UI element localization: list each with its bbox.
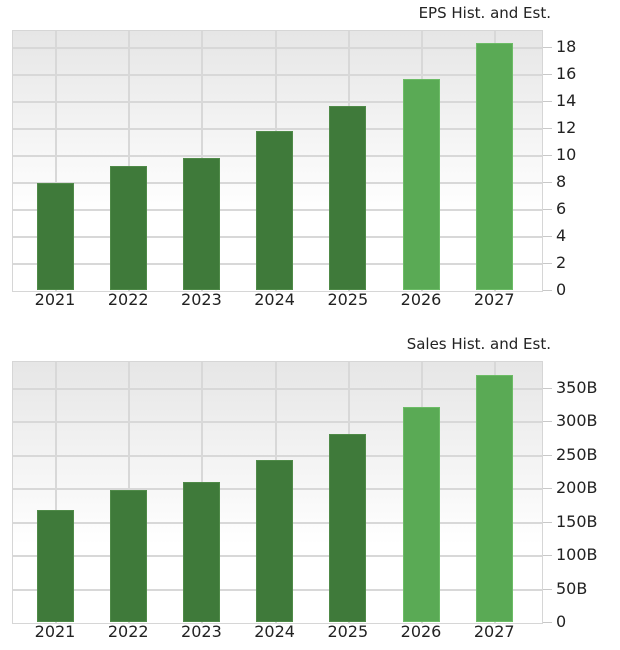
gridline-vertical [55, 31, 57, 291]
gridline-horizontal [13, 421, 542, 424]
bar-2025-historical[interactable] [329, 434, 367, 622]
gridline-horizontal [13, 128, 542, 130]
y-axis-label: 6 [556, 199, 567, 218]
y-axis-tick [543, 101, 552, 102]
x-axis-label: 2025 [327, 622, 369, 641]
gridline-horizontal [13, 47, 542, 49]
x-axis-label: 2022 [107, 622, 149, 641]
y-axis-label: 8 [556, 172, 567, 191]
y-axis-tick [543, 155, 552, 156]
bar-2026-estimate[interactable] [402, 406, 440, 622]
x-axis-label: 2024 [254, 290, 295, 309]
y-axis-label: 14 [556, 91, 577, 110]
y-axis-tick [543, 47, 552, 48]
y-axis-label: 350B [556, 378, 598, 397]
y-axis-tick [543, 421, 552, 423]
y-axis-label: 4 [556, 226, 567, 245]
y-axis-tick [543, 182, 552, 183]
y-axis-label: 10 [556, 145, 577, 164]
y-axis-tick [543, 588, 552, 590]
x-axis-label: 2023 [181, 622, 222, 641]
y-axis-tick [543, 290, 552, 291]
x-axis-label: 2025 [327, 290, 369, 309]
bar-2025-historical[interactable] [329, 106, 367, 290]
bar-2024-historical[interactable] [256, 459, 294, 622]
y-axis-label: 0 [556, 612, 567, 631]
y-axis-label: 18 [556, 37, 577, 56]
x-axis-label: 2026 [400, 622, 442, 641]
bar-2021-historical[interactable] [36, 183, 74, 290]
y-axis-tick [543, 622, 552, 623]
x-axis-label: 2027 [473, 622, 515, 641]
y-axis-label: 12 [556, 118, 577, 137]
y-axis-tick [543, 209, 552, 210]
y-axis-tick [543, 263, 552, 264]
gridline-horizontal [13, 74, 542, 76]
gridline-horizontal [13, 101, 542, 103]
y-axis-label: 200B [556, 478, 598, 498]
gridline-vertical [55, 362, 57, 623]
x-axis-label: 2027 [473, 290, 515, 309]
y-axis-tick [543, 521, 552, 523]
y-axis-label: 0 [556, 280, 567, 299]
sales-chart-title: Sales Hist. and Est. [406, 335, 551, 353]
bar-2026-estimate[interactable] [402, 79, 440, 290]
x-axis-label: 2023 [181, 290, 222, 309]
y-axis-tick [543, 74, 552, 75]
x-axis-label: 2021 [34, 622, 76, 641]
x-axis-label: 2021 [34, 290, 76, 309]
bar-2023-historical[interactable] [182, 157, 220, 290]
bar-2021-historical[interactable] [36, 510, 74, 622]
x-axis-label: 2026 [400, 290, 442, 309]
y-axis-label: 300B [556, 411, 598, 431]
y-axis-tick [543, 488, 552, 490]
gridline-horizontal [13, 388, 542, 390]
y-axis-label: 16 [556, 64, 577, 83]
y-axis-label: 250B [556, 444, 598, 464]
bar-2024-historical[interactable] [256, 130, 294, 290]
y-axis-tick [543, 454, 552, 456]
x-axis-label: 2024 [254, 622, 295, 641]
y-axis-label: 150B [556, 511, 598, 531]
x-axis-label: 2022 [107, 290, 149, 309]
y-axis-tick [543, 236, 552, 237]
bar-2022-historical[interactable] [109, 490, 147, 622]
bar-2023-historical[interactable] [182, 481, 220, 622]
eps-chart-title: EPS Hist. and Est. [418, 4, 551, 22]
eps-chart: EPS Hist. and Est. 0 2 4 6 8 10 12 14 16 18 2021 20… [0, 0, 620, 320]
y-axis-tick [543, 555, 552, 557]
y-axis-tick [543, 128, 552, 129]
y-axis-label: 50B [556, 578, 588, 598]
y-axis-label: 2 [556, 253, 567, 272]
gridline-horizontal [13, 454, 542, 457]
y-axis-label: 100B [556, 545, 598, 565]
bar-2027-estimate[interactable] [475, 374, 513, 622]
bar-2022-historical[interactable] [109, 165, 147, 290]
gridline-vertical [128, 31, 131, 291]
y-axis-tick [543, 388, 552, 389]
bar-2027-estimate[interactable] [475, 42, 513, 290]
